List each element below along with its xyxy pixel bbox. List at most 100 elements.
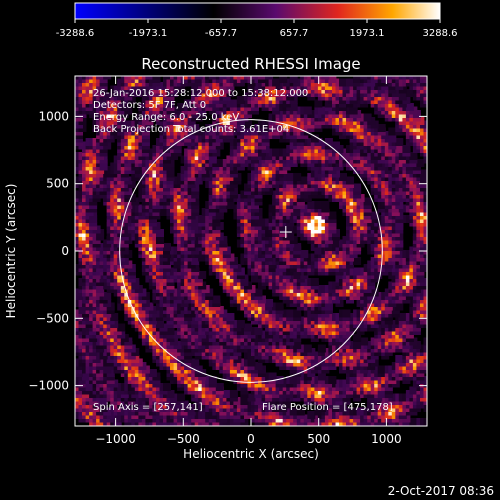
- heatmap-cell: [110, 313, 119, 321]
- heatmap-cell: [300, 176, 309, 185]
- heatmap-cell: [370, 288, 379, 297]
- heatmap-cell: [317, 344, 326, 353]
- heatmap-cell: [289, 376, 298, 384]
- heatmap-cell: [409, 386, 418, 395]
- heatmap-cell: [409, 418, 418, 426]
- heatmap-cell: [265, 299, 274, 307]
- heatmap-cell: [229, 390, 238, 398]
- heatmap-cell: [423, 344, 427, 353]
- heatmap-cell: [247, 358, 256, 367]
- heatmap-cell: [222, 390, 231, 398]
- heatmap-cell: [156, 320, 164, 328]
- heatmap-cell: [353, 341, 362, 349]
- heatmap-cell: [342, 309, 351, 318]
- chart-title: Reconstructed RHESSI Image: [141, 55, 360, 73]
- heatmap-cell: [353, 267, 362, 276]
- heatmap-cell: [191, 358, 200, 367]
- heatmap-cell: [289, 407, 298, 416]
- heatmap-cell: [423, 337, 427, 346]
- heatmap-cell: [117, 323, 126, 332]
- heatmap-cell: [194, 176, 203, 185]
- heatmap-cell: [398, 313, 407, 321]
- heatmap-cell: [293, 309, 302, 318]
- heatmap-cell: [423, 418, 427, 426]
- heatmap-cell: [293, 243, 302, 251]
- heatmap-cell: [317, 372, 326, 381]
- heatmap-cell: [296, 407, 305, 416]
- heatmap-cell: [321, 201, 330, 209]
- heatmap-cell: [254, 362, 263, 370]
- heatmap-cell: [370, 211, 379, 220]
- heatmap-cell: [275, 376, 284, 384]
- heatmap-cell: [300, 250, 309, 258]
- heatmap-cell: [317, 404, 326, 412]
- heatmap-cell: [272, 334, 281, 342]
- heatmap-image: [75, 76, 427, 426]
- heatmap-cell: [180, 400, 189, 409]
- heatmap-cell: [353, 334, 362, 342]
- heatmap-cell: [377, 365, 386, 374]
- heatmap-cell: [215, 383, 224, 391]
- heatmap-cell: [353, 257, 362, 265]
- heatmap-cell: [254, 327, 263, 335]
- colorbar-tick-label: -1973.1: [129, 28, 168, 39]
- heatmap-cell: [163, 243, 171, 251]
- heatmap-cell: [275, 302, 284, 311]
- heatmap-cell: [240, 397, 249, 405]
- heatmap-cell: [198, 215, 207, 223]
- colorbar-tick-label: 3288.6: [423, 28, 458, 39]
- heatmap-cell: [286, 309, 295, 318]
- heatmap-cell: [226, 201, 235, 209]
- heatmap-cell: [208, 376, 217, 384]
- heatmap-cell: [423, 376, 427, 384]
- heatmap-cell: [247, 393, 256, 402]
- heatmap-cell: [395, 302, 404, 311]
- heatmap-cell: [286, 225, 295, 234]
- heatmap-cell: [286, 232, 295, 241]
- heatmap-cell: [423, 404, 427, 412]
- heatmap-cell: [82, 372, 90, 381]
- heatmap-cell: [148, 369, 157, 377]
- heatmap-cell: [113, 414, 122, 423]
- heatmap-cell: [187, 404, 196, 412]
- heatmap-cell: [328, 211, 337, 220]
- heatmap-cell: [363, 197, 372, 206]
- heatmap-cell: [268, 372, 277, 381]
- colorbar: [74, 2, 441, 20]
- heatmap-cell: [356, 407, 365, 416]
- heatmap-cell: [75, 190, 83, 199]
- heatmap-cell: [360, 337, 369, 346]
- heatmap-cell: [191, 257, 200, 265]
- heatmap-cell: [353, 183, 362, 192]
- colorbar-tick-label: -3288.6: [56, 28, 95, 39]
- heatmap-cell: [332, 239, 340, 248]
- colorbar-tick-label: 1973.1: [350, 28, 385, 39]
- heatmap-cell: [166, 390, 175, 398]
- heatmap-cell: [159, 208, 168, 216]
- heatmap-cell: [307, 411, 316, 419]
- heatmap-cell: [254, 397, 263, 405]
- heatmap-cell: [346, 176, 354, 185]
- heatmap-cell: [293, 341, 302, 349]
- colorbar-ticks: -3288.6 -1973.1 -657.7 657.7 1973.1 3288.6: [56, 19, 458, 39]
- heatmap-cell: [328, 376, 337, 384]
- heatmap-cell: [244, 323, 252, 332]
- heatmap-cell: [163, 383, 171, 391]
- heatmap-cell: [226, 313, 235, 321]
- heatmap-cell: [423, 288, 427, 297]
- heatmap-cell: [177, 393, 186, 402]
- heatmap-cell: [303, 344, 312, 353]
- heatmap-cell: [166, 327, 175, 335]
- heatmap-cell: [198, 271, 207, 279]
- colorbar-tick-label: -657.7: [205, 28, 237, 39]
- heatmap-cell: [254, 288, 263, 297]
- heatmap-cell: [339, 404, 347, 412]
- heatmap-cell: [103, 292, 112, 300]
- heatmap-cell: [310, 278, 319, 286]
- colorbar-tick-label: 657.7: [280, 28, 309, 39]
- heatmap-cell: [236, 320, 245, 328]
- heatmap-cell: [314, 201, 323, 209]
- heatmap-cell: [212, 295, 221, 304]
- heatmap-cell: [395, 355, 404, 363]
